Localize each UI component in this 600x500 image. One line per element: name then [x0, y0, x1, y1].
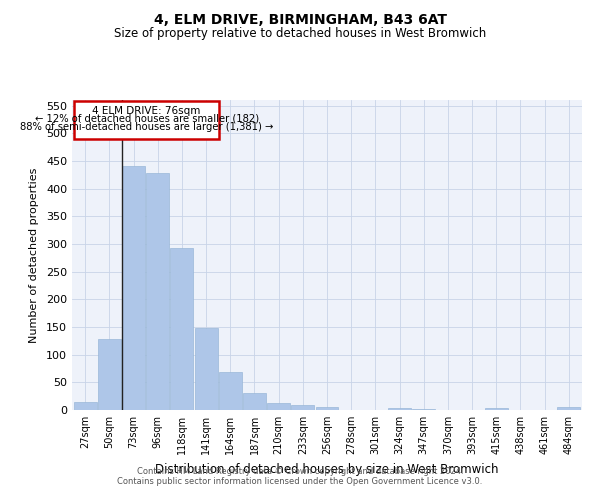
Text: Contains public sector information licensed under the Open Government Licence v3: Contains public sector information licen…	[118, 477, 482, 486]
Bar	[267, 404, 290, 410]
Bar	[388, 408, 411, 410]
Bar	[170, 248, 193, 410]
Bar	[194, 328, 218, 410]
Text: Contains HM Land Registry data © Crown copyright and database right 2024.: Contains HM Land Registry data © Crown c…	[137, 467, 463, 476]
Bar	[485, 408, 508, 410]
FancyBboxPatch shape	[74, 101, 220, 138]
Text: 4, ELM DRIVE, BIRMINGHAM, B43 6AT: 4, ELM DRIVE, BIRMINGHAM, B43 6AT	[154, 12, 446, 26]
X-axis label: Distribution of detached houses by size in West Bromwich: Distribution of detached houses by size …	[155, 462, 499, 475]
Bar	[316, 407, 338, 410]
Bar	[219, 372, 242, 410]
Text: 4 ELM DRIVE: 76sqm: 4 ELM DRIVE: 76sqm	[92, 106, 201, 116]
Text: Size of property relative to detached houses in West Bromwich: Size of property relative to detached ho…	[114, 28, 486, 40]
Bar	[122, 166, 145, 410]
Bar	[98, 339, 121, 410]
Y-axis label: Number of detached properties: Number of detached properties	[29, 168, 39, 342]
Bar	[146, 173, 169, 410]
Bar	[74, 402, 97, 410]
Text: 88% of semi-detached houses are larger (1,381) →: 88% of semi-detached houses are larger (…	[20, 122, 273, 132]
Text: ← 12% of detached houses are smaller (182): ← 12% of detached houses are smaller (18…	[35, 114, 259, 124]
Bar	[557, 407, 580, 410]
Bar	[243, 394, 266, 410]
Bar	[292, 405, 314, 410]
